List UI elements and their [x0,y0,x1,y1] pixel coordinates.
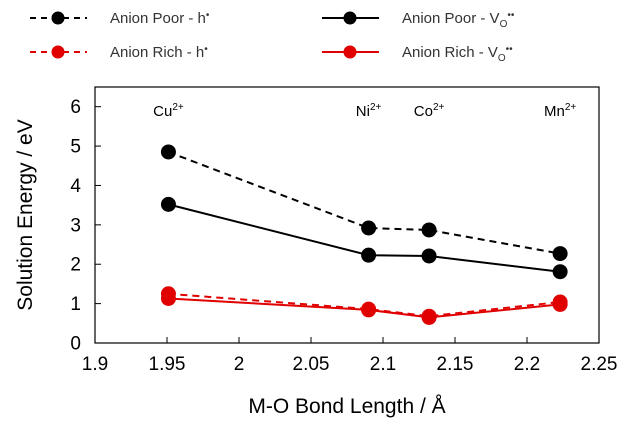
plot-area-frame [94,86,600,344]
y-tick-label: 6 [70,97,81,118]
y-tick-label: 5 [70,137,81,158]
legend-label: Anion Rich - h• [110,44,208,61]
data-point [421,222,437,238]
x-tick-label: 1.9 [82,354,108,375]
data-point [160,290,176,306]
x-tick-label: 2.05 [293,354,330,375]
data-point [552,264,568,280]
data-point [361,247,377,263]
data-point [552,246,568,262]
x-tick-label: 2.2 [514,354,540,375]
x-tick-label: 2.15 [437,354,474,375]
y-tick-label: 0 [70,334,81,355]
legend-entry: Anion Rich - VO•• [322,44,513,64]
legend-entry: Anion Poor - h• [30,10,210,27]
legend-entry: Anion Rich - h• [30,44,208,61]
legend-label: Anion Poor - VO•• [402,10,515,30]
x-tick-label: 2.25 [581,354,618,375]
data-point [160,144,176,160]
data-point [361,302,377,318]
y-tick-label: 2 [70,255,81,276]
y-tick-label: 1 [70,294,81,315]
series [160,290,568,325]
axes: 1.9 1.95 2 2.05 2.1 2.15 2.2 2.25 0 1 2 3 4 5 6 [70,97,617,375]
series-line [168,151,561,255]
data-point [421,248,437,264]
ion-label: Cu2+ [153,102,184,120]
series [160,196,568,280]
x-tick-label: 2.1 [370,354,396,375]
y-tick-label: 4 [70,176,81,197]
series-group [160,144,568,325]
series [160,144,568,262]
legend-marker [51,11,65,25]
data-point [552,296,568,312]
legend-entry: Anion Poor - VO•• [322,10,515,30]
series-line [168,203,561,273]
data-point [160,196,176,212]
x-tick-label: 1.95 [149,354,186,375]
series-line [168,297,561,319]
legend-marker [343,45,357,59]
ion-label: Mn2+ [544,102,576,120]
y-axis-title: Solution Energy / eV [14,119,37,310]
data-point [361,220,377,236]
legend-label: Anion Poor - h• [110,10,210,27]
legend-marker [51,45,65,59]
ion-label: Ni2+ [356,102,382,120]
x-axis-title: M-O Bond Length / Å [248,395,445,418]
ion-label: Co2+ [414,102,445,120]
legend-marker [343,11,357,25]
x-tick-label: 2 [234,354,245,375]
legend: Anion Poor - h• Anion Poor - VO•• Anion Ri… [30,10,515,64]
legend-label: Anion Rich - VO•• [402,44,513,64]
ion-annotations: Cu2+ Ni2+ Co2+ Mn2+ [153,102,576,120]
data-point [421,309,437,325]
y-tick-label: 3 [70,215,81,236]
